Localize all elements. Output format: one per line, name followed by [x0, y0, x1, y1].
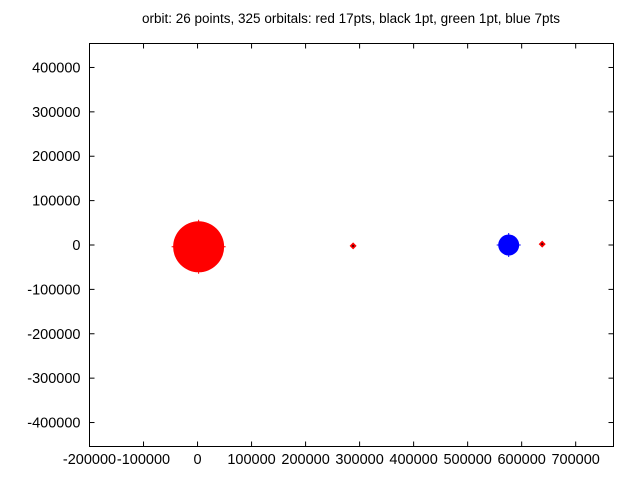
y-tick-label: -100000	[27, 282, 80, 298]
x-tick-label: 300000	[335, 452, 383, 468]
x-tick-label: 700000	[551, 452, 599, 468]
x-tick-label: 100000	[227, 452, 275, 468]
y-tick-label: 300000	[32, 105, 80, 121]
x-tick-label: 600000	[497, 452, 545, 468]
x-tick-label: -100000	[117, 452, 170, 468]
y-tick-label: 100000	[32, 194, 80, 210]
y-tick-label: 400000	[32, 60, 80, 76]
y-tick-label: 0	[72, 238, 80, 254]
y-tick-label: 200000	[32, 149, 80, 165]
plot-title: orbit: 26 points, 325 orbitals: red 17pt…	[141, 11, 560, 26]
x-tick-label: 400000	[389, 452, 437, 468]
blue-cluster	[498, 234, 520, 256]
x-tick-label: 0	[194, 452, 202, 468]
small-marker-2-center	[541, 243, 544, 246]
y-tick-label: -400000	[27, 416, 80, 432]
red-cluster	[173, 221, 225, 273]
y-tick-label: -200000	[27, 327, 80, 343]
x-tick-label: 500000	[443, 452, 491, 468]
x-tick-label: 200000	[281, 452, 329, 468]
x-tick-label: -200000	[63, 452, 116, 468]
y-tick-label: -300000	[27, 371, 80, 387]
small-marker-1-center	[352, 244, 355, 247]
